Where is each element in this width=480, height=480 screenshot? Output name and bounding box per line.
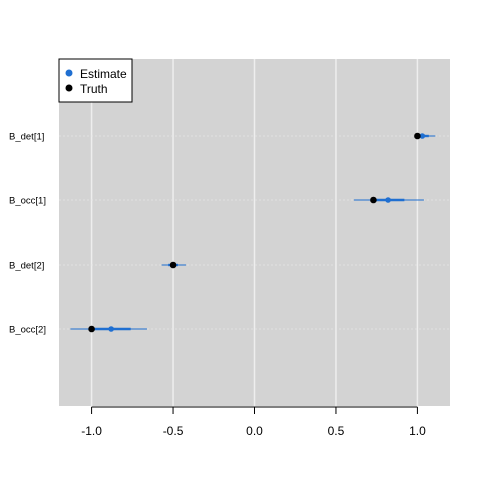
estimate-point (419, 133, 426, 139)
legend-estimate-label: Estimate (80, 67, 127, 81)
legend-truth-label: Truth (80, 82, 108, 96)
points (88, 132, 426, 333)
legend-truth-marker (65, 84, 73, 92)
category-label: B_occ[2] (9, 325, 46, 336)
estimate-point (385, 197, 391, 203)
legend: Estimate Truth (58, 58, 133, 103)
truth-point (414, 132, 421, 140)
legend-estimate-marker (65, 69, 73, 77)
vertical-gridlines (90, 59, 419, 406)
x-tick-label: 0.0 (246, 424, 263, 438)
category-label: B_occ[1] (9, 196, 46, 207)
x-tick-label: 0.5 (328, 424, 345, 438)
estimate-point (108, 326, 114, 332)
category-label: B_det[1] (9, 132, 44, 143)
truth-point (169, 261, 177, 269)
legend-box (58, 58, 133, 103)
x-tick-label: 1.0 (409, 424, 426, 438)
category-label: B_det[2] (9, 261, 44, 272)
category-labels: B_det[1] B_occ[1] B_det[2] B_occ[2] (9, 132, 46, 336)
x-tick-label: -0.5 (163, 424, 184, 438)
x-tick-label: -1.0 (81, 424, 102, 438)
truth-point (88, 325, 95, 333)
truth-point (370, 196, 377, 204)
x-axis: -1.0 -0.5 0.0 0.5 1.0 (81, 406, 426, 438)
